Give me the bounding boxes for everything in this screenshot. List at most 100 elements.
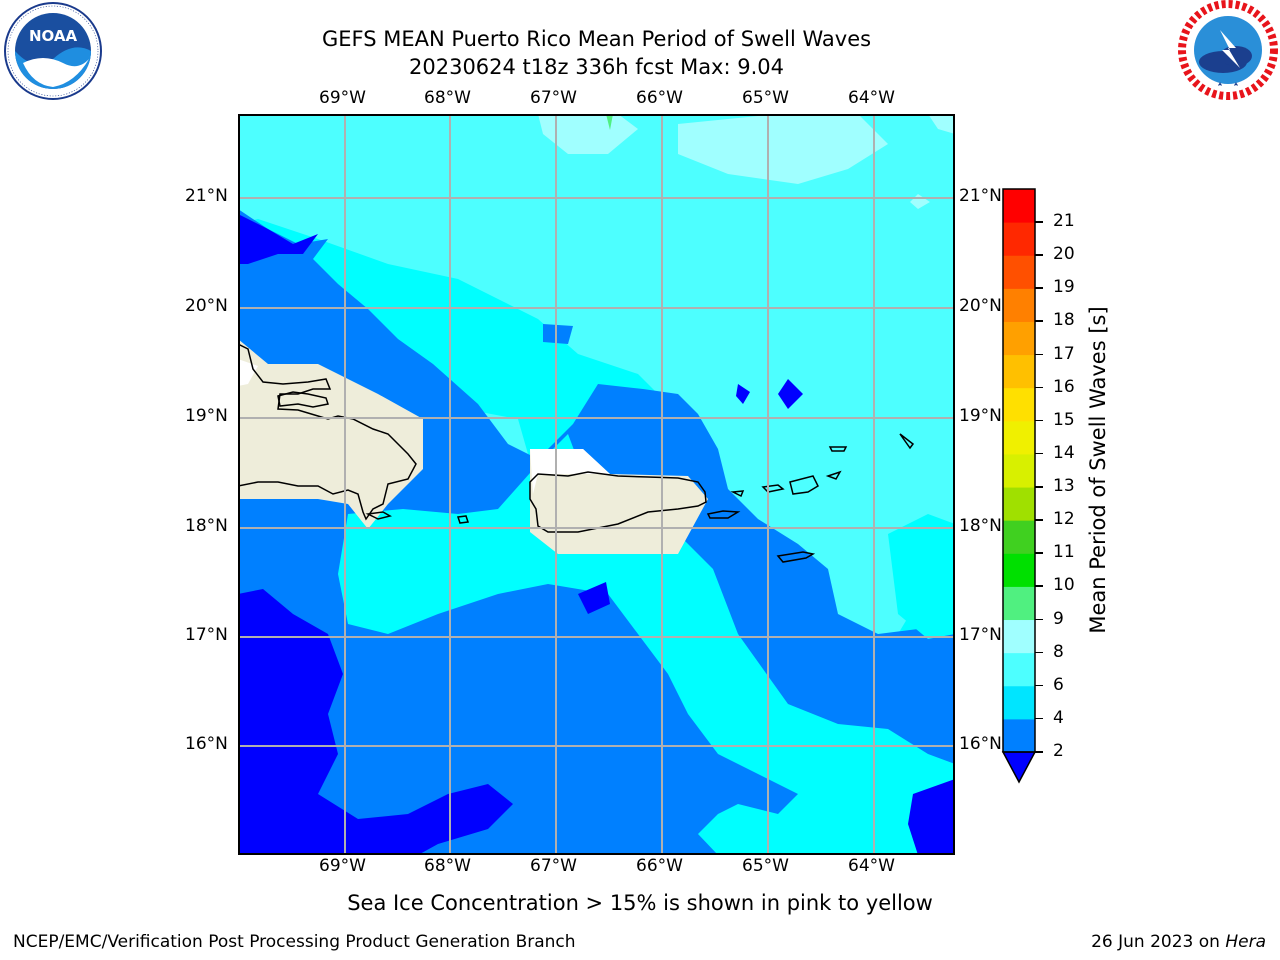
lat-tick-right: 18°N	[959, 516, 1002, 536]
footer-credit: NCEP/EMC/Verification Post Processing Pr…	[13, 932, 576, 952]
colorbar-tick-label: 18	[1053, 310, 1075, 331]
land-puerto-rico-white-mask	[530, 449, 610, 494]
colorbar-band	[1003, 553, 1035, 587]
swell-band-8-9	[928, 114, 955, 134]
colorbar-tick-label: 4	[1053, 707, 1064, 728]
colorbar-band	[1003, 718, 1035, 753]
colorbar-tick-label: 15	[1053, 409, 1075, 430]
lat-tick-left: 20°N	[185, 296, 228, 316]
swell-band-under-2	[238, 214, 318, 264]
colorbar-tick-mark	[1035, 353, 1043, 356]
colorbar-band	[1003, 685, 1035, 720]
map-title: GEFS MEAN Puerto Rico Mean Period of Swe…	[321, 27, 872, 51]
map-frame	[238, 114, 955, 855]
swell-band-2-4	[543, 324, 573, 344]
colorbar-tick-mark	[1035, 552, 1043, 554]
lon-tick-bottom: 69°W	[319, 856, 366, 876]
colorbar-tick-label: 17	[1053, 343, 1075, 364]
lon-tick-top: 68°W	[424, 88, 471, 108]
colorbar-tick-label: 21	[1053, 211, 1075, 232]
lat-tick-left: 19°N	[185, 406, 228, 426]
footer-date-text: 26 Jun 2023 on	[1091, 932, 1220, 952]
lat-tick-right: 16°N	[959, 734, 1002, 754]
lon-tick-top: 67°W	[530, 88, 577, 108]
lat-tick-right: 17°N	[959, 625, 1002, 645]
lon-tick-bottom: 66°W	[636, 856, 683, 876]
colorbar-tick-mark	[1035, 751, 1043, 753]
colorbar-under-triangle	[1001, 751, 1037, 784]
swell-band-under-2	[578, 582, 610, 614]
colorbar-tick-label: 19	[1053, 277, 1075, 298]
land-hispaniola-white-mask	[238, 359, 258, 386]
map-subtitle: 20230624 t18z 336h fcst Max: 9.04	[409, 55, 784, 79]
colorbar-tick-mark	[1035, 287, 1043, 289]
colorbar-tick-mark	[1035, 452, 1043, 455]
colorbar-band	[1003, 321, 1035, 356]
lon-tick-top: 69°W	[319, 88, 366, 108]
colorbar-tick-label: 13	[1053, 476, 1075, 497]
lat-tick-left: 18°N	[185, 516, 228, 536]
colorbar-band	[1003, 222, 1035, 256]
colorbar-band	[1003, 453, 1035, 488]
colorbar-tick-mark	[1035, 717, 1043, 720]
colorbar-tick-mark	[1035, 618, 1043, 621]
swell-band-8-9	[538, 114, 638, 154]
colorbar-frame	[1002, 188, 1036, 753]
swell-band-under-2	[238, 589, 513, 855]
colorbar-band	[1003, 487, 1035, 521]
colorbar-band	[1003, 420, 1035, 455]
colorbar-band	[1003, 619, 1035, 654]
sea-ice-caption: Sea Ice Concentration > 15% is shown in …	[347, 891, 933, 915]
colorbar-tick-mark	[1035, 486, 1043, 488]
colorbar-tick-label: 8	[1053, 641, 1064, 662]
swell-band-under-2	[736, 384, 750, 404]
colorbar-band	[1003, 255, 1035, 289]
footer-machine: Hera	[1225, 932, 1266, 952]
land-hispaniola	[238, 339, 423, 529]
colorbar-band	[1003, 189, 1035, 223]
colorbar-band	[1003, 652, 1035, 687]
colorbar-tick-label: 9	[1053, 608, 1064, 629]
colorbar-tick-label: 11	[1053, 542, 1075, 563]
colorbar-tick-label: 12	[1053, 509, 1075, 530]
swell-band-9-10	[606, 114, 613, 130]
lat-tick-right: 19°N	[959, 406, 1002, 426]
noaa-logo-icon: NOAA	[3, 1, 103, 101]
lon-tick-bottom: 67°W	[530, 856, 577, 876]
swell-period-map	[238, 114, 955, 855]
colorbar-title: Mean Period of Swell Waves [s]	[1086, 306, 1110, 634]
colorbar-band	[1003, 586, 1035, 621]
lat-tick-right: 21°N	[959, 186, 1002, 206]
nws-logo-icon	[1178, 0, 1278, 100]
colorbar-tick-label: 10	[1053, 575, 1075, 596]
swell-band-4-6	[338, 434, 955, 855]
colorbar-tick-mark	[1035, 386, 1043, 389]
gridlines	[238, 114, 955, 855]
lon-tick-top: 66°W	[636, 88, 683, 108]
lon-tick-bottom: 64°W	[848, 856, 895, 876]
lon-tick-bottom: 68°W	[424, 856, 471, 876]
colorbar-tick-mark	[1035, 651, 1043, 654]
colorbar-tick-mark	[1035, 684, 1043, 687]
swell-band-under-2	[778, 379, 803, 409]
svg-text:NOAA: NOAA	[29, 27, 78, 45]
colorbar-tick-mark	[1035, 419, 1043, 422]
colorbar-tick-mark	[1035, 254, 1043, 256]
colorbar-tick-mark	[1035, 585, 1043, 587]
colorbar	[1001, 188, 1037, 784]
lon-tick-top: 64°W	[848, 88, 895, 108]
lon-tick-bottom: 65°W	[742, 856, 789, 876]
lat-tick-left: 17°N	[185, 625, 228, 645]
lat-tick-left: 21°N	[185, 186, 228, 206]
colorbar-tick-label: 20	[1053, 244, 1075, 265]
colorbar-tick-mark	[1035, 320, 1043, 322]
colorbar-tick-label: 14	[1053, 442, 1075, 463]
colorbar-tick-label: 6	[1053, 674, 1064, 695]
coastlines	[238, 343, 915, 563]
colorbar-tick-label: 2	[1053, 741, 1064, 761]
swell-band-4-6	[888, 514, 955, 639]
footer-date: 26 Jun 2023 on Hera	[1091, 932, 1266, 952]
colorbar-band	[1003, 520, 1035, 554]
colorbar-band	[1003, 354, 1035, 389]
colorbar-tick-mark	[1035, 519, 1043, 521]
